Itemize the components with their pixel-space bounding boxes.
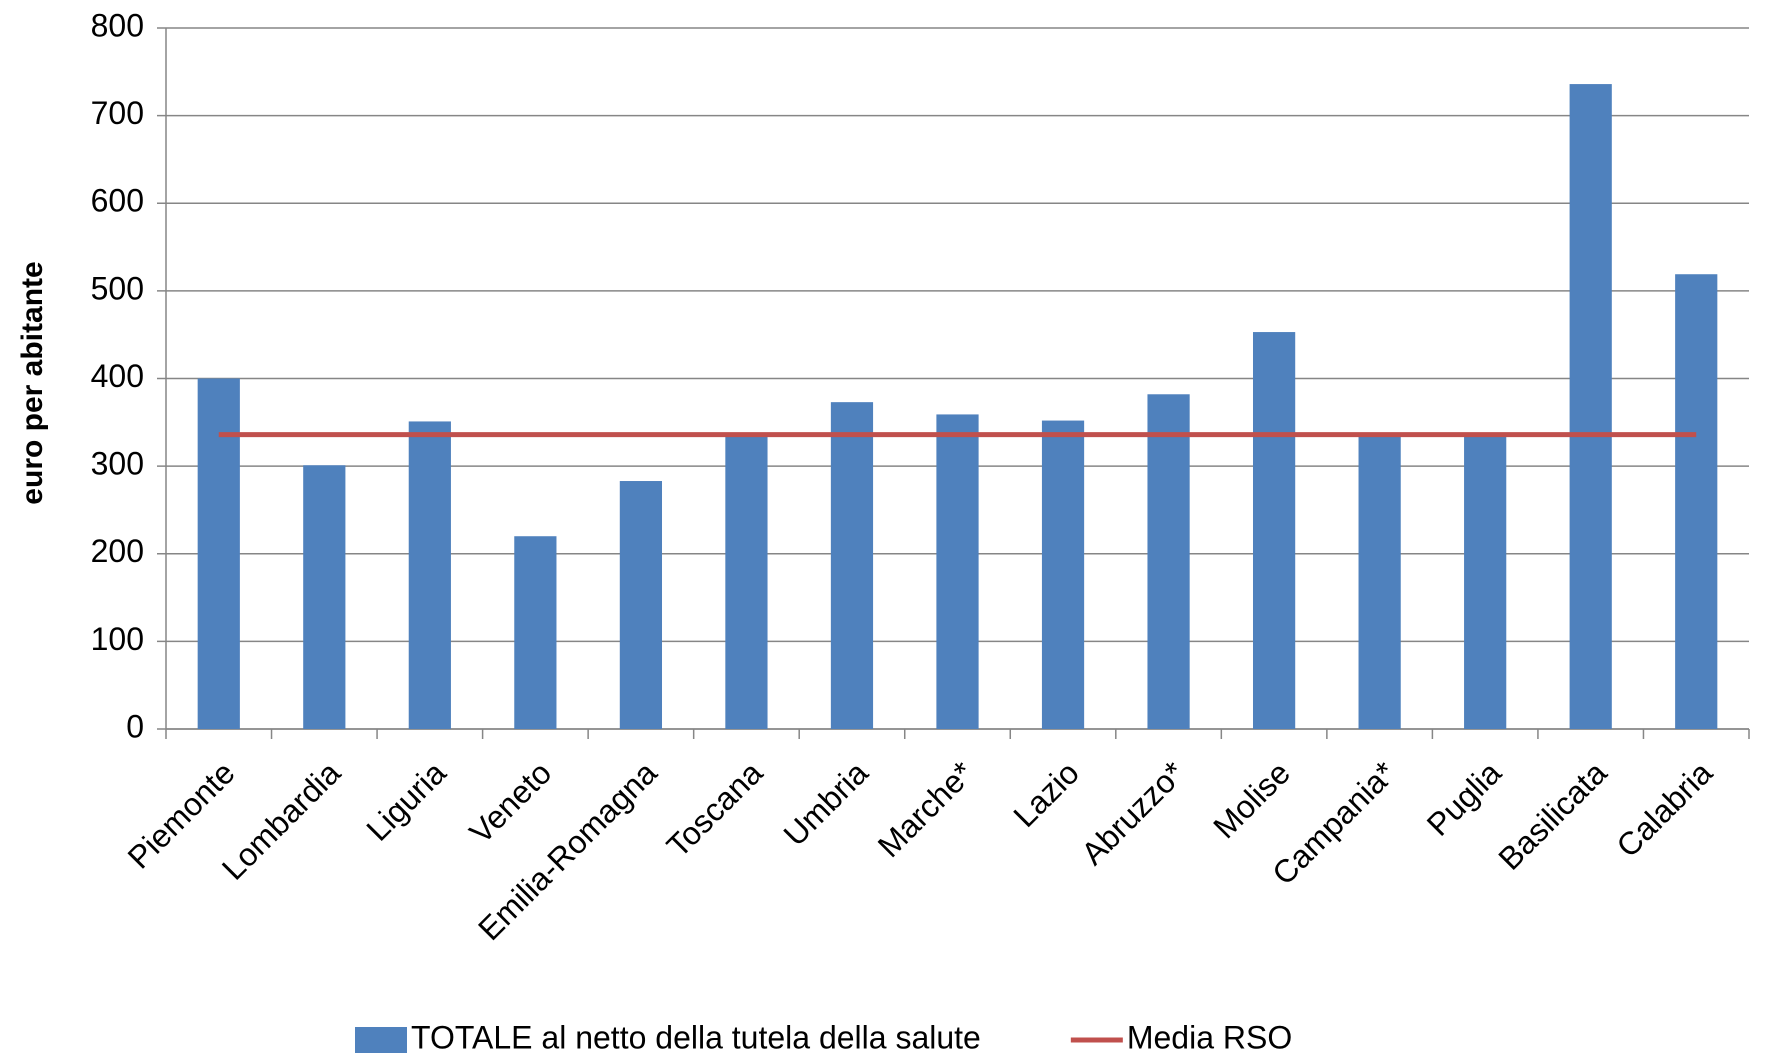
x-tick-label: Basilicata [1491, 754, 1613, 876]
bar [303, 465, 346, 729]
bar [936, 414, 979, 729]
x-tick-label: Lazio [1006, 754, 1086, 834]
x-tick-label: Puglia [1420, 754, 1508, 842]
y-tick-label: 500 [91, 270, 144, 306]
bar [1358, 436, 1401, 729]
legend-label: TOTALE al netto della tutela della salut… [411, 1019, 981, 1055]
y-axis-label: euro per abitante [16, 261, 49, 504]
x-tick-label: Marche* [871, 754, 981, 864]
x-tick-label: Calabria [1609, 754, 1719, 864]
y-tick-label: 300 [91, 446, 144, 482]
x-tick-label: Liguria [359, 754, 453, 848]
y-tick-label: 200 [91, 533, 144, 569]
bar [1675, 274, 1718, 729]
bar [514, 536, 557, 729]
bar [408, 421, 451, 729]
bar [1041, 420, 1085, 729]
legend-swatch [355, 1027, 407, 1053]
x-tick-label: Toscana [660, 754, 770, 864]
bar [1147, 394, 1190, 729]
x-tick-label: Umbria [777, 754, 876, 853]
bar [830, 402, 874, 729]
x-tick-label: Molise [1206, 754, 1297, 845]
y-tick-label: 700 [91, 95, 144, 131]
y-tick-label: 800 [91, 7, 144, 43]
bar [1252, 332, 1296, 729]
y-tick-label: 100 [91, 621, 144, 657]
bar [197, 378, 240, 729]
bar [619, 481, 663, 729]
y-tick-label: 600 [91, 183, 144, 219]
bar [725, 433, 768, 729]
x-tick-label: Veneto [462, 754, 558, 850]
x-tick-label: Emilia-Romagna [471, 754, 664, 947]
bar [1464, 434, 1507, 729]
legend-label: Media RSO [1127, 1019, 1292, 1055]
y-tick-label: 400 [91, 358, 144, 394]
y-tick-label: 0 [126, 708, 144, 744]
bar [1569, 84, 1612, 729]
x-tick-label: Abruzzo* [1074, 754, 1191, 871]
